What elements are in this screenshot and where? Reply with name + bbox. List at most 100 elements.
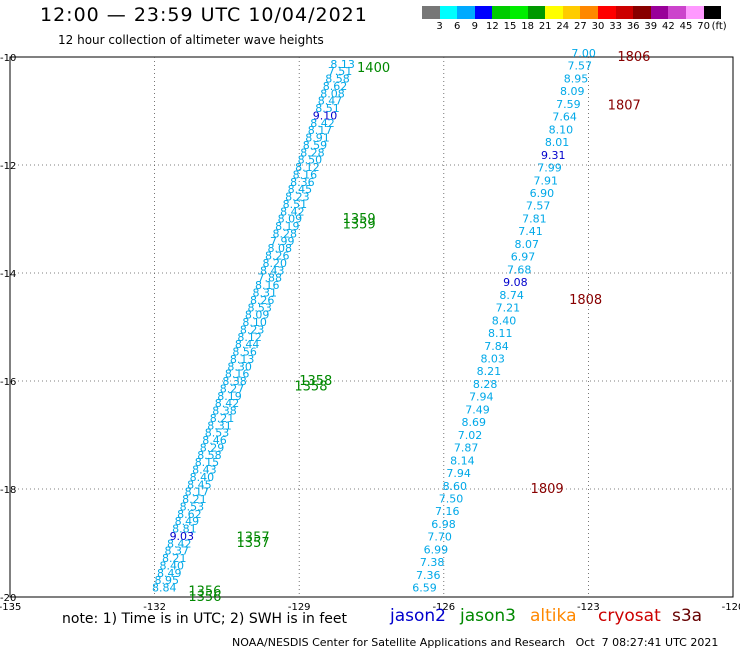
wave-height-label: 7.99 bbox=[270, 235, 295, 248]
plot-frame bbox=[9, 56, 734, 598]
wave-height-label: 8.17 bbox=[185, 486, 210, 499]
wave-height-label: 8.42 bbox=[167, 537, 192, 550]
y-tick-label: -10 bbox=[0, 53, 16, 64]
wave-height-label: 8.15 bbox=[195, 456, 220, 469]
wave-height-label: 8.38 bbox=[212, 405, 237, 418]
wave-height-label: 8.50 bbox=[298, 154, 323, 167]
wave-height-label: 8.10 bbox=[242, 316, 267, 329]
wave-height-label: 9.31 bbox=[541, 149, 566, 162]
wave-height-label: 8.51 bbox=[283, 198, 308, 211]
y-tick-label: -14 bbox=[0, 269, 16, 280]
legend-jason2: jason2 bbox=[390, 606, 446, 626]
wave-height-label: 7.36 bbox=[416, 569, 441, 582]
color-scale-label: 45 bbox=[679, 21, 693, 32]
pass-time-label: 1807 bbox=[608, 99, 641, 114]
wave-height-label: 6.90 bbox=[530, 187, 555, 200]
wave-height-label: 8.13 bbox=[230, 353, 255, 366]
wave-height-label: 8.01 bbox=[545, 136, 570, 149]
color-scale-label: 24 bbox=[556, 21, 570, 32]
wave-height-label: 8.81 bbox=[172, 523, 197, 536]
wave-height-label: 7.99 bbox=[537, 162, 562, 175]
x-tick-label: -120 bbox=[722, 602, 740, 613]
wave-height-label: 8.21 bbox=[477, 365, 502, 378]
wave-height-label: 7.94 bbox=[469, 391, 494, 404]
wave-height-label: 9.03 bbox=[170, 530, 195, 543]
pass-time-label: 1809 bbox=[531, 482, 564, 497]
wave-height-label: 7.57 bbox=[526, 200, 551, 213]
color-swatch bbox=[633, 6, 651, 19]
wave-height-label: 8.38 bbox=[222, 375, 247, 388]
wave-height-label: 8.16 bbox=[225, 368, 250, 381]
color-swatch bbox=[474, 6, 493, 19]
legend-s3a: s3a bbox=[672, 606, 703, 626]
wave-height-label: 8.27 bbox=[220, 382, 245, 395]
color-swatch bbox=[457, 6, 475, 19]
wave-height-label: 8.62 bbox=[323, 80, 348, 93]
wave-height-label: 6.59 bbox=[412, 582, 437, 595]
wave-height-label: 8.58 bbox=[325, 73, 350, 86]
wave-height-label: 8.45 bbox=[288, 183, 313, 196]
wave-height-label: 8.53 bbox=[247, 301, 272, 314]
color-scale-label: 3 bbox=[436, 21, 443, 32]
color-swatch bbox=[545, 6, 563, 19]
wave-height-label: 8.95 bbox=[564, 72, 589, 85]
wave-height-label: 8.10 bbox=[549, 123, 574, 136]
color-scale-label: 27 bbox=[574, 21, 587, 32]
wave-height-label: 8.03 bbox=[480, 352, 505, 365]
wave-height-label: 7.41 bbox=[518, 225, 543, 238]
color-scale-label: 21 bbox=[538, 21, 552, 32]
wave-height-label: 7.51 bbox=[328, 65, 353, 78]
wave-height-label: 8.42 bbox=[280, 205, 305, 218]
wave-height-label: 8.17 bbox=[308, 124, 333, 137]
wave-height-label: 8.60 bbox=[443, 480, 468, 493]
wave-height-label: 8.09 bbox=[245, 309, 270, 322]
pass-time-label: 1356 bbox=[188, 590, 221, 605]
color-swatch bbox=[598, 6, 616, 19]
wave-height-label: 8.13 bbox=[330, 58, 355, 71]
wave-height-label: 9.08 bbox=[503, 276, 528, 289]
pass-time-label: 1359 bbox=[343, 212, 376, 227]
color-scale-label: 39 bbox=[644, 21, 658, 32]
x-tick-label: -123 bbox=[577, 602, 600, 613]
wave-height-label: 8.08 bbox=[320, 87, 345, 100]
grid-lines bbox=[9, 56, 734, 598]
axis-tick-labels: -135 -132 -129 -126 -123 -120 -10 -12 -14 -16 -18 -… bbox=[0, 53, 740, 613]
pass-time-label: 1358 bbox=[294, 379, 327, 394]
color-swatch bbox=[580, 6, 598, 19]
pass-time-label: 1806 bbox=[617, 50, 650, 65]
wave-height-label: 7.70 bbox=[427, 531, 452, 544]
wave-height-label: 8.20 bbox=[263, 257, 288, 270]
wave-height-label: 7.91 bbox=[533, 174, 558, 187]
color-scale-label: 70 bbox=[697, 21, 710, 32]
wave-height-label: 8.26 bbox=[265, 250, 290, 263]
wave-height-label: 8.49 bbox=[157, 567, 182, 580]
color-scale-label: 18 bbox=[521, 21, 534, 32]
wave-height-label: 8.12 bbox=[295, 161, 320, 174]
wave-height-label: 8.37 bbox=[165, 545, 190, 558]
wave-height-label: 8.07 bbox=[515, 238, 540, 251]
wave-height-label: 8.09 bbox=[278, 213, 303, 226]
wave-height-label: 8.95 bbox=[155, 574, 180, 587]
wave-height-label: 8.30 bbox=[227, 360, 252, 373]
wave-height-label: 8.40 bbox=[492, 314, 517, 327]
wave-height-label: 8.91 bbox=[305, 132, 330, 145]
color-swatch bbox=[492, 6, 510, 19]
wave-height-label: 7.94 bbox=[446, 467, 471, 480]
wave-height-label: 8.16 bbox=[255, 279, 280, 292]
wave-height-label: 8.69 bbox=[462, 416, 487, 429]
wave-height-label: 8.74 bbox=[499, 289, 524, 302]
legend-altika: altika bbox=[530, 606, 577, 626]
wave-height-label: 7.50 bbox=[439, 493, 464, 506]
wave-height-label: 8.43 bbox=[260, 264, 285, 277]
wave-height-label: 6.99 bbox=[424, 543, 449, 556]
wave-height-label: 7.57 bbox=[568, 60, 593, 73]
pass-time-label: 1357 bbox=[237, 536, 270, 551]
wave-height-label: 8.23 bbox=[285, 191, 310, 204]
x-tick-label: -129 bbox=[288, 602, 311, 613]
pass-time-label: 1808 bbox=[569, 293, 602, 308]
wave-height-label: 8.51 bbox=[315, 102, 340, 115]
color-swatch bbox=[527, 6, 546, 19]
wave-height-label: 8.47 bbox=[318, 95, 343, 108]
pass-time-label: 1400 bbox=[357, 61, 390, 76]
